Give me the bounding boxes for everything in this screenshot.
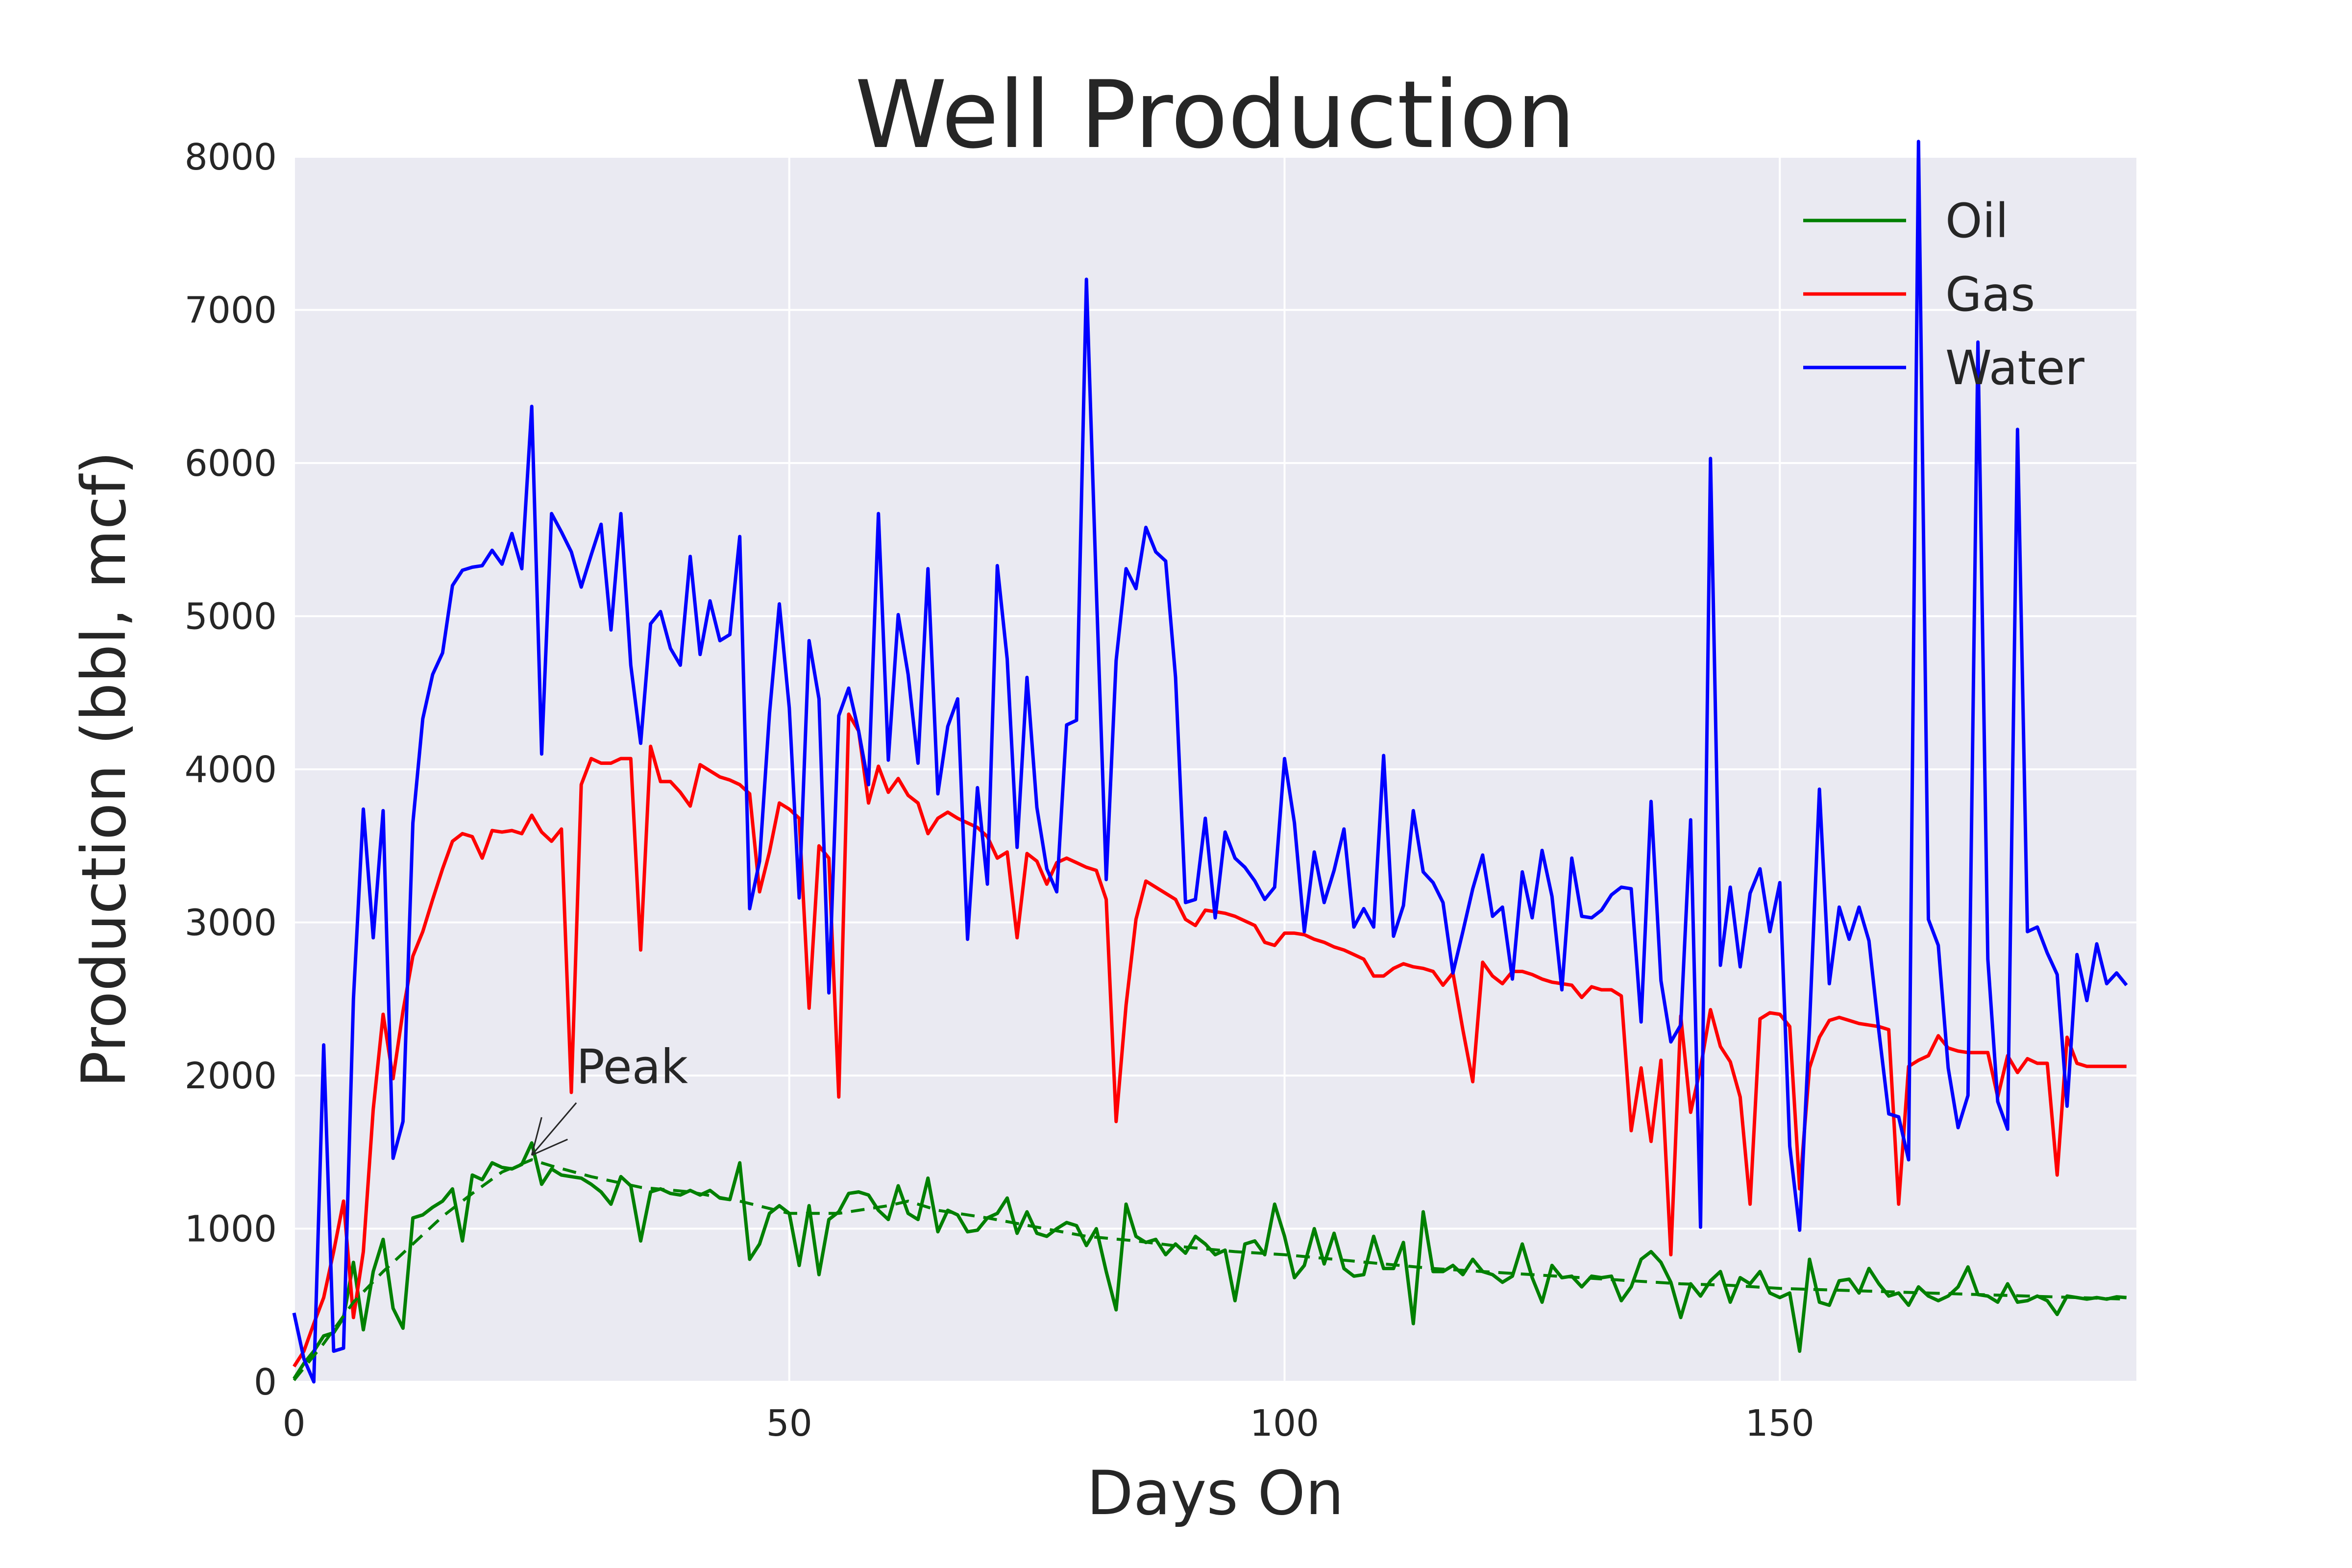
y-tick-label: 0 — [254, 1361, 277, 1403]
y-axis-title: Production (bbl, mcf) — [69, 451, 140, 1087]
chart-title: Well Production — [855, 61, 1575, 169]
x-tick-label: 150 — [1745, 1402, 1814, 1445]
y-tick-label: 3000 — [185, 902, 277, 944]
y-tick-label: 4000 — [185, 749, 277, 791]
series-layer — [292, 140, 2128, 1384]
series-line-gas — [293, 712, 2127, 1368]
peak-annotation-arrowhead-b — [531, 1117, 542, 1155]
y-tick-label: 7000 — [185, 290, 277, 332]
y-tick-label: 1000 — [185, 1208, 277, 1250]
series-line-water — [292, 140, 2128, 1384]
y-gridlines — [294, 156, 2136, 1383]
legend-label-oil: Oil — [1945, 194, 2009, 248]
x-tick-label: 0 — [282, 1402, 305, 1445]
x-axis-title: Days On — [1086, 1458, 1344, 1529]
y-tick-label: 5000 — [185, 596, 277, 638]
legend-label-water: Water — [1945, 341, 2084, 395]
x-tick-label: 100 — [1250, 1402, 1319, 1445]
x-tick-label: 50 — [766, 1402, 812, 1445]
peak-annotation-arrow — [531, 1102, 577, 1156]
legend-label-gas: Gas — [1945, 267, 2035, 322]
peak-annotation-arrowhead-a — [531, 1138, 568, 1156]
legend: Oil Gas Water — [1803, 194, 2084, 395]
y-tick-label: 2000 — [185, 1055, 277, 1097]
oil-trend-line — [293, 1158, 2127, 1381]
y-tick-label: 6000 — [185, 442, 277, 485]
y-tick-label: 8000 — [185, 136, 277, 178]
x-tick-labels: 0 50 100 150 — [282, 1402, 1814, 1445]
annotation: Peak — [531, 1040, 688, 1156]
y-tick-labels: 0 1000 2000 3000 4000 5000 6000 7000 8000 — [185, 136, 277, 1403]
peak-annotation-label: Peak — [576, 1040, 688, 1095]
